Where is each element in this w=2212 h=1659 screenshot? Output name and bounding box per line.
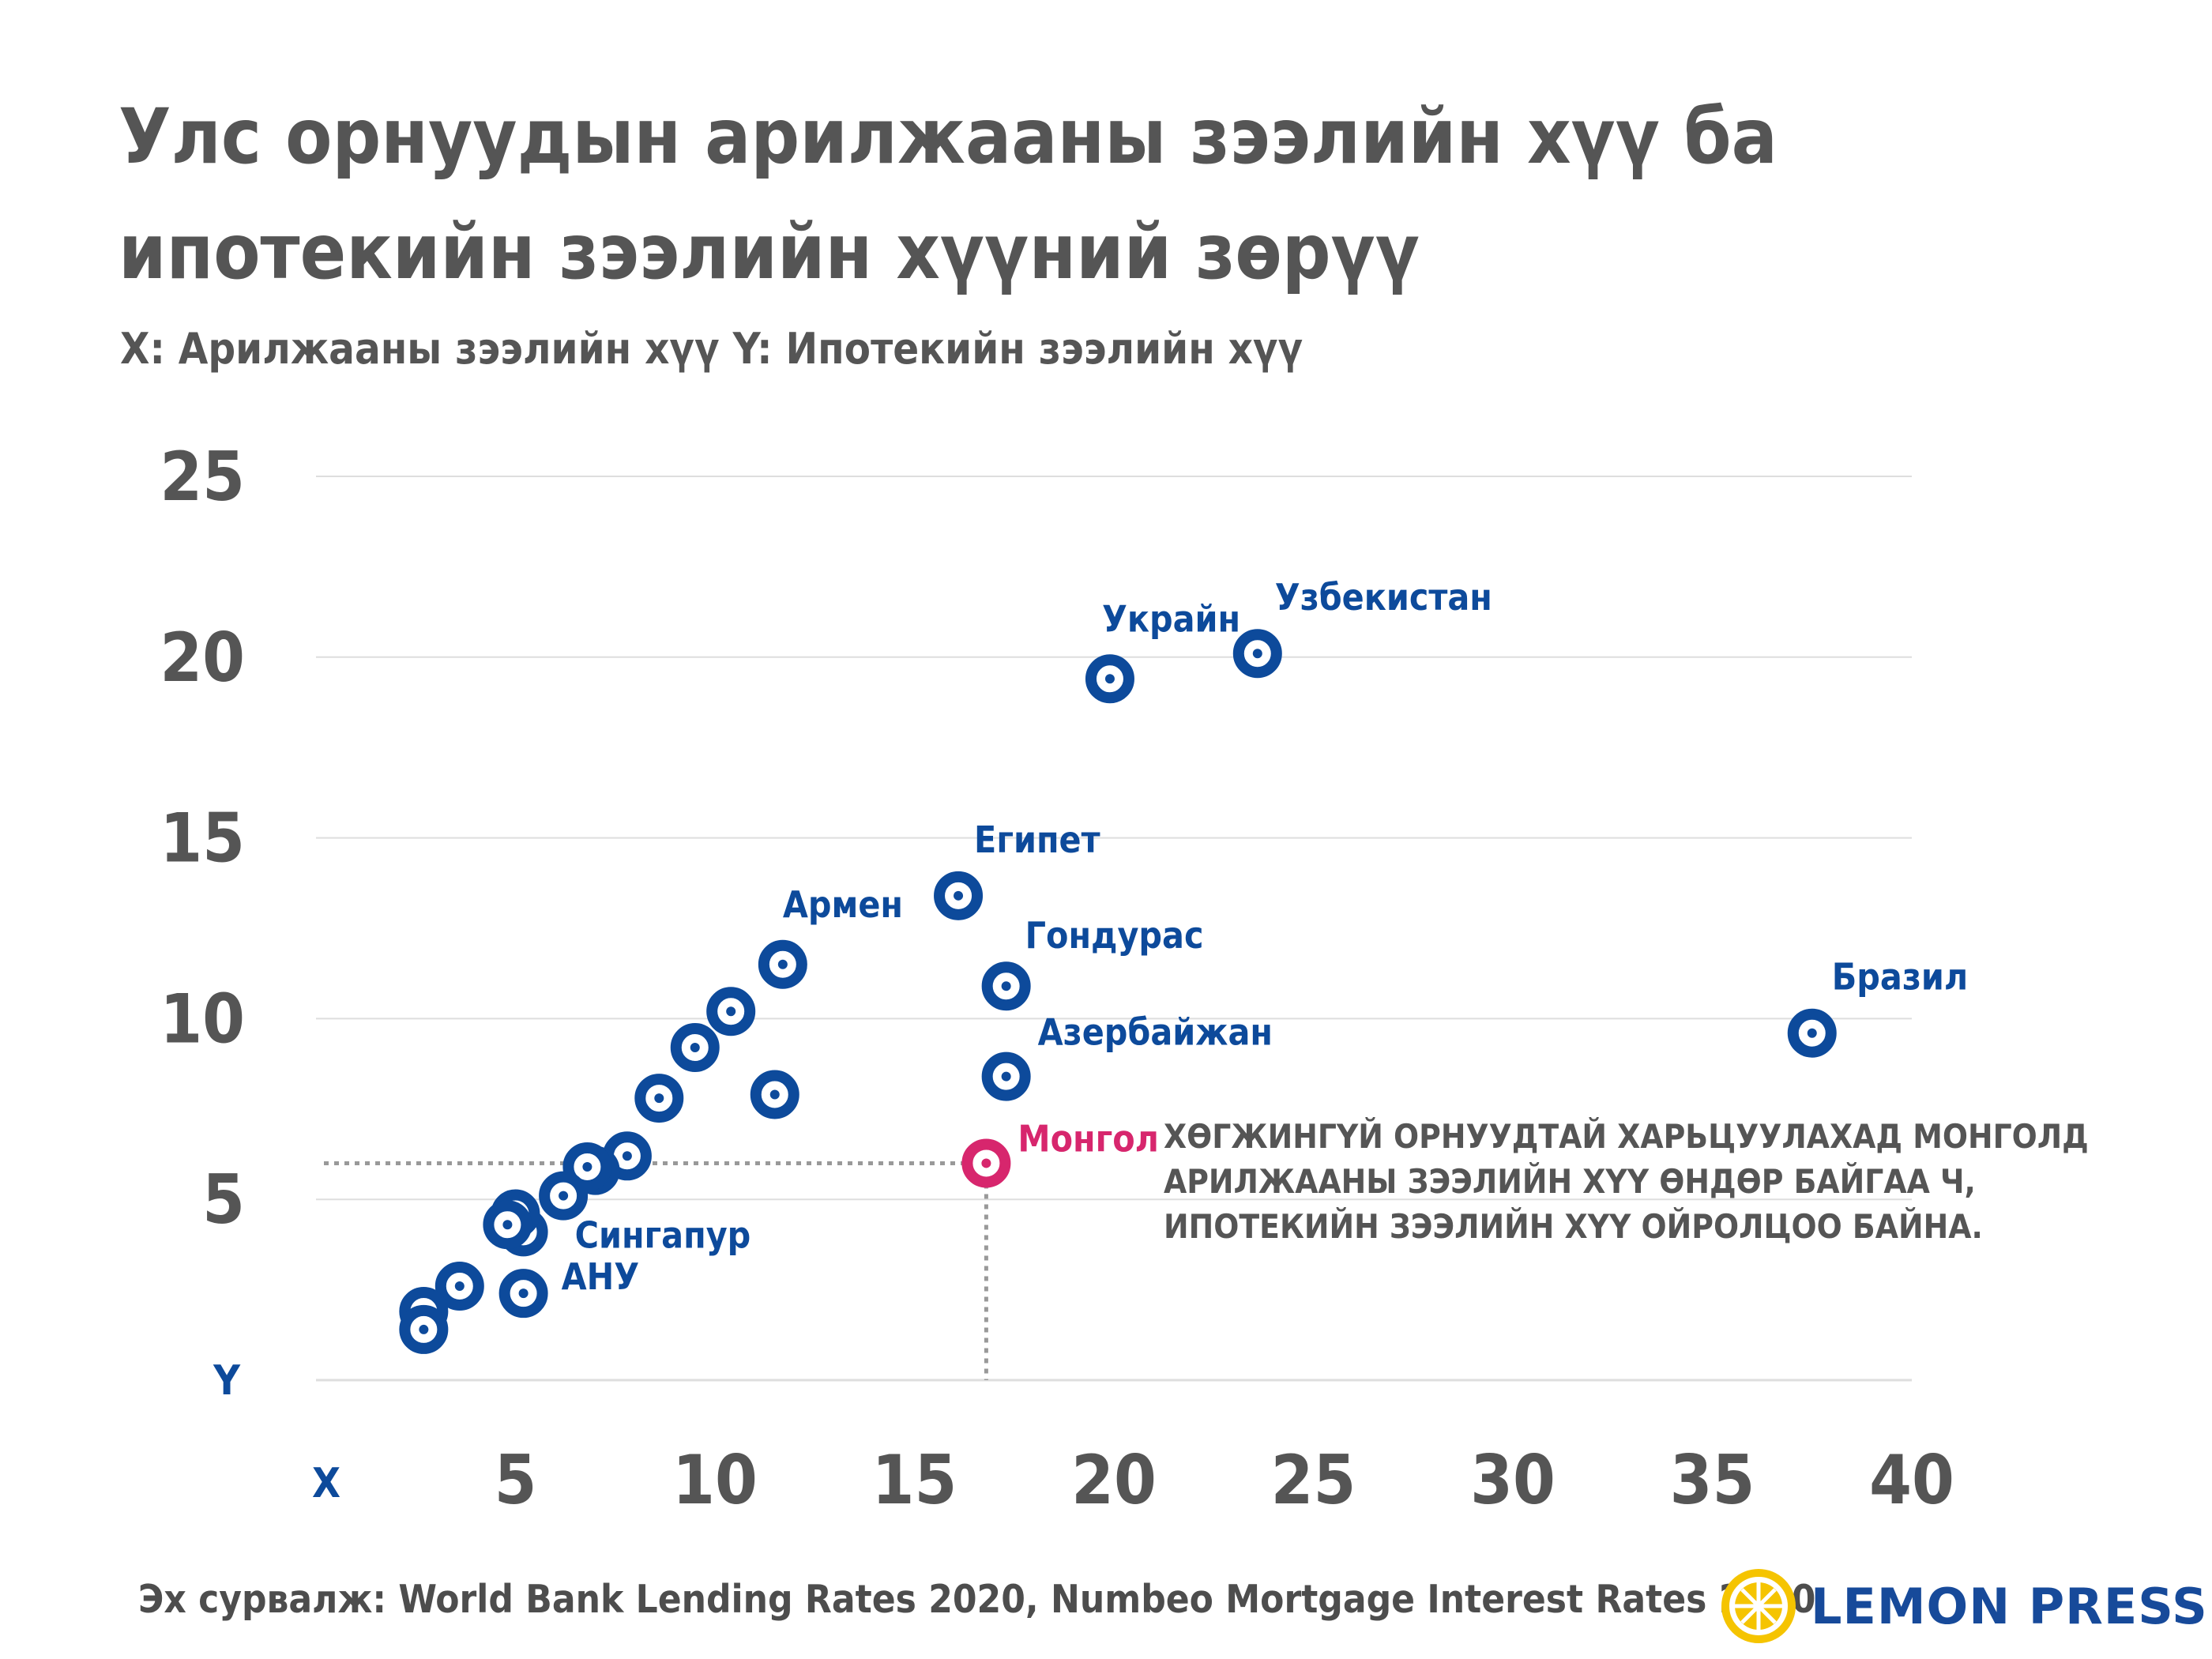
point-center [582, 1162, 592, 1172]
point-label: Египет [974, 818, 1100, 861]
point-label: Бразил [1832, 956, 1968, 999]
x-tick-label: 30 [1470, 1441, 1556, 1520]
point-center [454, 1281, 465, 1292]
data-point-Бразил [1787, 1008, 1837, 1058]
point-center [559, 1191, 569, 1201]
point-center [769, 1089, 780, 1100]
point-center [502, 1220, 513, 1230]
y-tick-label: 20 [160, 619, 245, 698]
x-tick-label: 25 [1271, 1441, 1356, 1520]
point-center [622, 1151, 632, 1161]
x-tick-label: 40 [1869, 1441, 1954, 1520]
annotation-line: ХӨГЖИНГҮЙ ОРНУУДТАЙ ХАРЬЦУУЛАХАД МОНГОЛД [1164, 1116, 2089, 1156]
lemon-icon [1721, 1569, 1796, 1643]
point-label: Узбекистан [1275, 576, 1492, 619]
point-label: Армен [783, 883, 903, 926]
point-center [726, 1006, 736, 1017]
data-point-Армен [758, 939, 807, 989]
point-label: Украйн [1102, 597, 1240, 640]
annotation-line: ИПОТЕКИЙН ЗЭЭЛИЙН ХҮҮ ОЙРОЛЦОО БАЙНА. [1164, 1206, 1983, 1246]
point-label: АНУ [562, 1255, 640, 1298]
chart-subtitle: X: Арилжааны зээлийн хүү Y: Ипотекийн зэ… [120, 324, 1304, 374]
brand-name: LEMON PRESS [1811, 1577, 2208, 1635]
point-label: Монгол [1018, 1117, 1159, 1160]
y-tick-label: 5 [202, 1161, 245, 1240]
x-tick-label: 15 [872, 1441, 957, 1520]
data-point [539, 1171, 589, 1221]
data-point-Гондурас [981, 961, 1031, 1011]
data-point [434, 1262, 484, 1311]
point-center [419, 1324, 429, 1334]
point-center [654, 1093, 664, 1104]
point-label: Сингапур [575, 1213, 751, 1256]
annotation-line: АРИЛЖААНЫ ЗЭЭЛИЙН ХҮҮ ӨНДӨР БАЙГАА Ч, [1164, 1161, 1976, 1201]
y-tick-label: 10 [160, 980, 245, 1059]
point-label: Азербайжан [1038, 1011, 1273, 1054]
chart-title: Улс орнуудын арилжааны зээлийн хүү ба ип… [118, 92, 1778, 296]
x-tick-label: 10 [672, 1441, 758, 1520]
data-point-Узбекистан [1232, 629, 1282, 679]
point-center [690, 1043, 700, 1053]
data-point [670, 1023, 720, 1073]
point-center [1001, 1071, 1011, 1082]
x-axis-label: X [312, 1460, 340, 1507]
data-point-Украйн [1085, 654, 1134, 704]
point-center [1252, 649, 1262, 659]
data-point-Азербайжан [981, 1051, 1031, 1101]
x-tick-label: 5 [495, 1441, 537, 1520]
x-tick-label: 20 [1071, 1441, 1157, 1520]
data-point [634, 1074, 684, 1123]
point-center [1001, 981, 1011, 991]
point-label: Гондурас [1025, 914, 1204, 957]
data-point-Египет [934, 871, 984, 920]
data-point [399, 1304, 449, 1354]
y-axis-label: Y [213, 1357, 241, 1405]
data-point [483, 1200, 532, 1250]
point-center [1807, 1028, 1817, 1038]
data-point-АНУ [498, 1269, 548, 1319]
point-center [518, 1288, 529, 1299]
point-center [777, 959, 788, 969]
y-tick-label: 25 [160, 438, 245, 517]
data-point [750, 1070, 799, 1119]
data-point [706, 987, 756, 1036]
source-note: Эх сурвалж: World Bank Lending Rates 202… [138, 1577, 1816, 1622]
point-center [981, 1158, 991, 1168]
point-center [1104, 674, 1115, 684]
y-tick-label: 15 [160, 799, 245, 878]
point-center [954, 890, 964, 901]
data-point-Монгол [961, 1138, 1011, 1188]
brand-logo: LEMON PRESS [1721, 1567, 2208, 1646]
x-tick-label: 35 [1670, 1441, 1755, 1520]
